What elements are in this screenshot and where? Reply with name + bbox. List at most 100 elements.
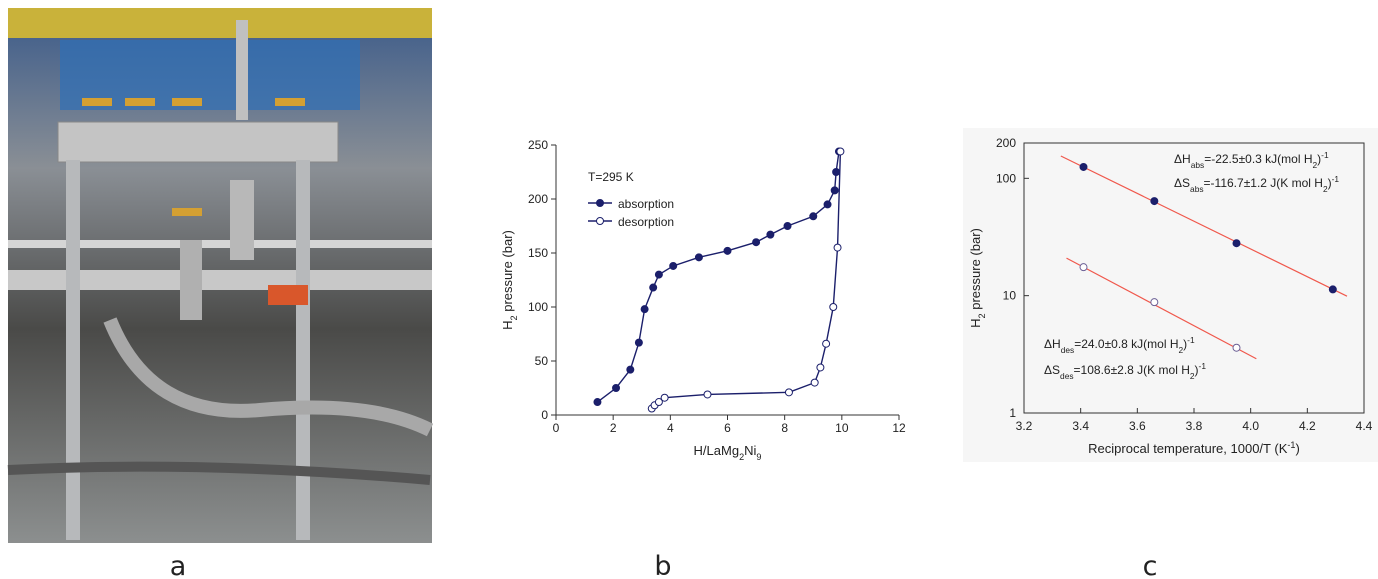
x-axis-label: H/LaMg2Ni9 — [694, 443, 762, 462]
y-tick-label: 250 — [528, 138, 548, 152]
data-point — [634, 338, 643, 347]
text-part: ΔS — [1174, 176, 1190, 190]
y-tick-label: 50 — [535, 354, 549, 368]
x-tick-label: 4 — [667, 421, 674, 435]
legend-marker — [596, 217, 604, 225]
text-part: -1 — [1332, 174, 1340, 184]
text-part: 2 — [1190, 371, 1195, 381]
text-part: pressure (bar) — [500, 230, 515, 315]
text-part: ) — [1328, 176, 1332, 190]
x-tick-label: 4.0 — [1242, 419, 1259, 433]
text-part: -1 — [1187, 335, 1195, 345]
data-point — [810, 378, 819, 387]
data-point — [626, 365, 635, 374]
y-tick-label: 200 — [528, 192, 548, 206]
legend-label: desorption — [618, 215, 674, 229]
data-point — [816, 363, 825, 372]
panel-label: a — [170, 551, 187, 579]
legend-label: absorption — [618, 197, 674, 211]
data-point — [1079, 263, 1088, 272]
x-tick-label: 2 — [610, 421, 617, 435]
data-point — [649, 283, 658, 292]
text-part: ΔH — [1044, 337, 1061, 351]
x-tick-label: 3.6 — [1129, 419, 1146, 433]
x-tick-label: 8 — [781, 421, 788, 435]
text-part: 2 — [1323, 184, 1328, 194]
data-point — [660, 393, 669, 402]
data-point — [723, 246, 732, 255]
text-part: pressure (bar) — [968, 228, 983, 313]
y-tick-label: 100 — [996, 171, 1016, 185]
data-point — [1232, 343, 1241, 352]
data-point — [1232, 239, 1241, 248]
x-tick-label: 3.2 — [1016, 419, 1033, 433]
annotation: T=295 K — [588, 170, 634, 184]
data-point — [766, 230, 775, 239]
data-point — [1079, 162, 1088, 171]
panel-label: b — [654, 551, 671, 579]
text-part: abs — [1190, 184, 1204, 194]
text-part: des — [1060, 371, 1074, 381]
x-tick-label: 10 — [835, 421, 849, 435]
data-point — [654, 398, 663, 407]
text-part: ) — [1295, 441, 1299, 456]
data-point — [654, 270, 663, 279]
y-tick-label: 0 — [541, 408, 548, 422]
x-tick-label: 4.2 — [1299, 419, 1316, 433]
data-point — [784, 388, 793, 397]
text-part: ) — [1183, 337, 1187, 351]
series-line — [597, 151, 840, 403]
data-point — [612, 384, 621, 392]
data-point — [694, 253, 703, 262]
text-part: des — [1061, 345, 1075, 355]
text-part: ΔS — [1044, 363, 1060, 377]
photo — [7, 8, 434, 543]
text-part: ΔH — [1174, 152, 1191, 166]
text-part: 2 — [739, 452, 744, 462]
text-part: -1 — [1199, 361, 1207, 371]
text-part: -1 — [1287, 440, 1295, 450]
y-tick-label: 10 — [1003, 289, 1017, 303]
data-point — [829, 303, 838, 311]
text-part: =24.0±0.8 kJ(mol H — [1074, 337, 1178, 351]
text-part: =108.6±2.8 J(K mol H — [1074, 363, 1190, 377]
data-point — [752, 238, 761, 247]
annotation: ΔHabs=-22.5±0.3 kJ(mol H2)-1 — [1174, 150, 1329, 170]
data-point — [1328, 285, 1337, 294]
y-tick-label: 100 — [528, 300, 548, 314]
fit-line — [1060, 155, 1348, 297]
data-point — [669, 261, 678, 270]
y-tick-label: 1 — [1009, 406, 1016, 420]
x-tick-label: 0 — [553, 421, 560, 435]
text-part: Ni — [744, 443, 756, 458]
x-tick-label: 12 — [892, 421, 906, 435]
data-point — [593, 398, 602, 407]
legend-marker — [596, 199, 604, 207]
data-point — [783, 222, 792, 230]
x-tick-label: 3.4 — [1072, 419, 1089, 433]
data-point — [703, 390, 712, 399]
data-point — [1150, 197, 1159, 206]
chart-c-background — [963, 128, 1378, 462]
text-part: 2 — [1179, 345, 1184, 355]
annotation: ΔSdes=108.6±2.8 J(K mol H2)-1 — [1044, 361, 1206, 381]
data-point — [809, 212, 818, 221]
text-part: 9 — [756, 452, 761, 462]
text-part: 2 — [977, 313, 987, 318]
text-part: H — [968, 318, 983, 327]
text-part: ) — [1317, 152, 1321, 166]
text-part: ) — [1195, 363, 1199, 377]
text-part: 2 — [1313, 160, 1318, 170]
y-axis-label: H2 pressure (bar) — [968, 228, 987, 328]
text-part: abs — [1191, 160, 1205, 170]
x-axis-label: Reciprocal temperature, 1000/T (K-1) — [1088, 440, 1300, 456]
fit-line — [1066, 257, 1257, 360]
text-part: =-22.5±0.3 kJ(mol H — [1204, 152, 1312, 166]
data-point — [640, 305, 649, 314]
data-point — [830, 186, 839, 195]
series-line — [651, 151, 842, 409]
data-point — [833, 243, 842, 252]
text-part: -1 — [1321, 150, 1329, 160]
text-part: H — [500, 320, 515, 329]
